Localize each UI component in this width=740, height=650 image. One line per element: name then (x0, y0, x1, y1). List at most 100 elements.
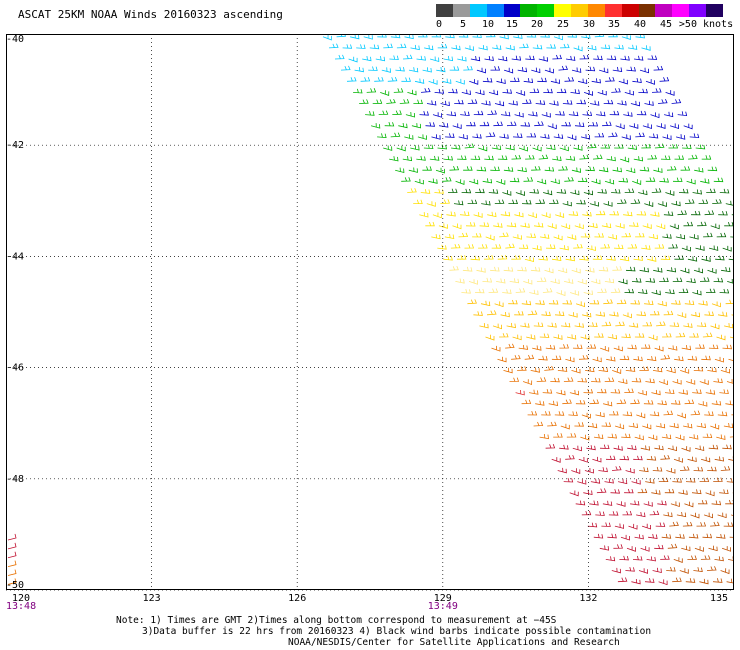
wind-barb (724, 221, 734, 227)
wind-barb (671, 400, 681, 405)
wind-barb (490, 266, 500, 272)
wind-barb (527, 310, 538, 316)
wind-barb (672, 277, 683, 282)
colorbar-label: 10 (481, 19, 495, 30)
wind-barb (437, 43, 448, 49)
wind-barb (650, 211, 660, 217)
wind-barb (527, 212, 537, 219)
wind-barb (466, 121, 476, 127)
wind-barb (453, 200, 464, 206)
wind-barb (555, 212, 565, 218)
wind-barb (621, 333, 631, 339)
wind-barb (612, 266, 622, 271)
wind-barb (678, 288, 689, 294)
wind-barb (490, 66, 501, 71)
wind-barb (682, 521, 693, 527)
wind-barb (696, 322, 707, 328)
wind-barb (408, 167, 418, 173)
colorbar-swatch-9 (587, 4, 605, 17)
wind-barb (684, 199, 695, 204)
wind-barb (581, 510, 592, 516)
wind-barb (673, 557, 683, 563)
wind-barb (669, 521, 679, 527)
wind-barb (523, 78, 534, 83)
wind-barb (616, 299, 627, 305)
wind-barb (653, 267, 663, 273)
wind-barb (621, 134, 631, 140)
wind-barb (586, 445, 596, 451)
wind-barb (514, 310, 524, 316)
wind-barb (600, 346, 610, 352)
colorbar-swatch-12 (638, 4, 656, 17)
wind-barb (610, 489, 621, 494)
colorbar-swatch-7 (554, 4, 571, 17)
wind-barb (370, 123, 381, 129)
wind-barb (532, 245, 542, 251)
wind-barb (647, 154, 657, 160)
wind-barb (717, 512, 727, 519)
wind-barb (383, 43, 393, 49)
wind-barb (691, 489, 702, 495)
wind-barb (649, 510, 660, 516)
wind-barb (669, 123, 679, 130)
wind-barb (642, 423, 652, 430)
wind-barb (545, 244, 556, 249)
wind-barb (587, 422, 598, 429)
wind-barb (422, 67, 432, 73)
wind-barb (614, 44, 624, 50)
colorbar-label: 25 (556, 19, 570, 30)
wind-barb (598, 167, 609, 173)
wind-barb (441, 177, 452, 182)
wind-barb (720, 568, 730, 575)
lat-tick-label: -46 (6, 363, 24, 374)
wind-barb (487, 211, 497, 218)
wind-barb (663, 410, 674, 416)
wind-barb (559, 245, 569, 251)
wind-barb (577, 177, 588, 183)
wind-barb (687, 355, 698, 361)
wind-barb (708, 545, 718, 552)
wind-barb (726, 379, 737, 385)
wind-barb (557, 467, 567, 474)
wind-barb (611, 567, 621, 574)
colorbar-swatch-16 (706, 4, 723, 17)
wind-barb (519, 43, 529, 49)
wind-barb (592, 356, 602, 363)
wind-barb (571, 267, 581, 274)
wind-barb (458, 134, 468, 140)
wind-barb (419, 111, 429, 116)
wind-barb (678, 188, 689, 194)
wind-barb (437, 244, 447, 250)
wind-barb (621, 232, 632, 238)
wind-barb (511, 255, 521, 260)
wind-barb (414, 178, 424, 185)
wind-barb (565, 155, 576, 161)
wind-barb (644, 100, 654, 106)
wind-barb (492, 44, 502, 50)
wind-barb (552, 155, 562, 161)
map-title: ASCAT 25KM NOAA Winds 20160323 ascending (18, 8, 283, 21)
wind-barb (615, 123, 625, 130)
wind-barb (589, 399, 600, 405)
wind-barb (590, 100, 600, 106)
wind-barb (676, 412, 686, 419)
wind-barb (535, 100, 546, 105)
wind-barb (598, 266, 609, 272)
wind-barb (646, 455, 657, 461)
wind-barb (597, 89, 607, 96)
wind-barb (603, 99, 614, 105)
wind-barb (562, 99, 573, 105)
wind-barb (322, 34, 332, 41)
wind-barb (652, 367, 663, 373)
wind-barb (627, 244, 638, 249)
wind-barb (607, 334, 618, 340)
wind-barb (644, 578, 655, 583)
wind-barb (596, 488, 607, 494)
wind-barb (674, 255, 684, 260)
wind-barb (569, 389, 580, 396)
wind-barb (627, 44, 638, 50)
wind-barb (721, 267, 731, 273)
wind-barb (608, 132, 618, 138)
wind-barb (401, 77, 411, 82)
wind-barb (509, 377, 520, 382)
